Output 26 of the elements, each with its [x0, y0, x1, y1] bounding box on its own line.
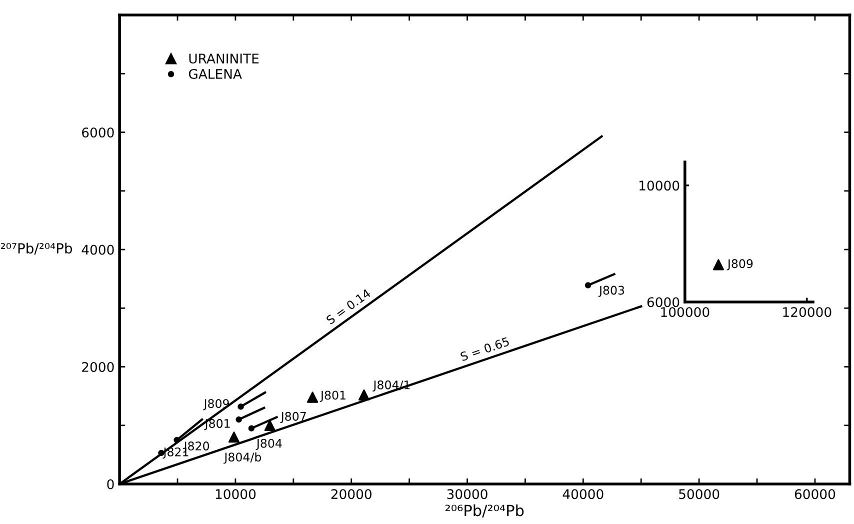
annotation: J804/b [224, 452, 262, 464]
x-tick-label: 60000 [794, 489, 836, 500]
x-tick-label: 40000 [562, 489, 604, 500]
x-tick-label: 30000 [447, 489, 488, 500]
annotation: S = 0.14 [326, 288, 372, 325]
annotation: J809 [726, 259, 753, 270]
annotation: J801 [204, 419, 230, 430]
legend-label: GALENA [188, 68, 242, 79]
annotation: S = 0.65 [460, 336, 510, 362]
y-tick-label: 6000 [82, 128, 114, 138]
x-tick-label: 50000 [679, 489, 720, 500]
annotation: J803 [598, 286, 624, 297]
annotation: J804 [256, 438, 282, 450]
x-axis-title: ²⁰⁶Pb/²⁰⁴Pb [445, 504, 524, 518]
y-tick-label: 6000 [647, 297, 680, 308]
x-tick-label: 20000 [331, 489, 372, 500]
x-tick-label: 10000 [216, 489, 256, 500]
y-tick-label: 2000 [82, 362, 114, 372]
y-axis-title: ²⁰⁷Pb/²⁰⁴Pb [0, 242, 72, 255]
legend-label: URANINITE [189, 54, 259, 64]
y-tick-label: 0 [107, 479, 114, 490]
annotation: J807 [280, 412, 306, 424]
x-tick-label: 120000 [783, 307, 832, 318]
y-tick-label: 4000 [82, 244, 114, 255]
x-tick-label: 100000 [661, 307, 710, 318]
annotation: J801 [320, 390, 346, 402]
